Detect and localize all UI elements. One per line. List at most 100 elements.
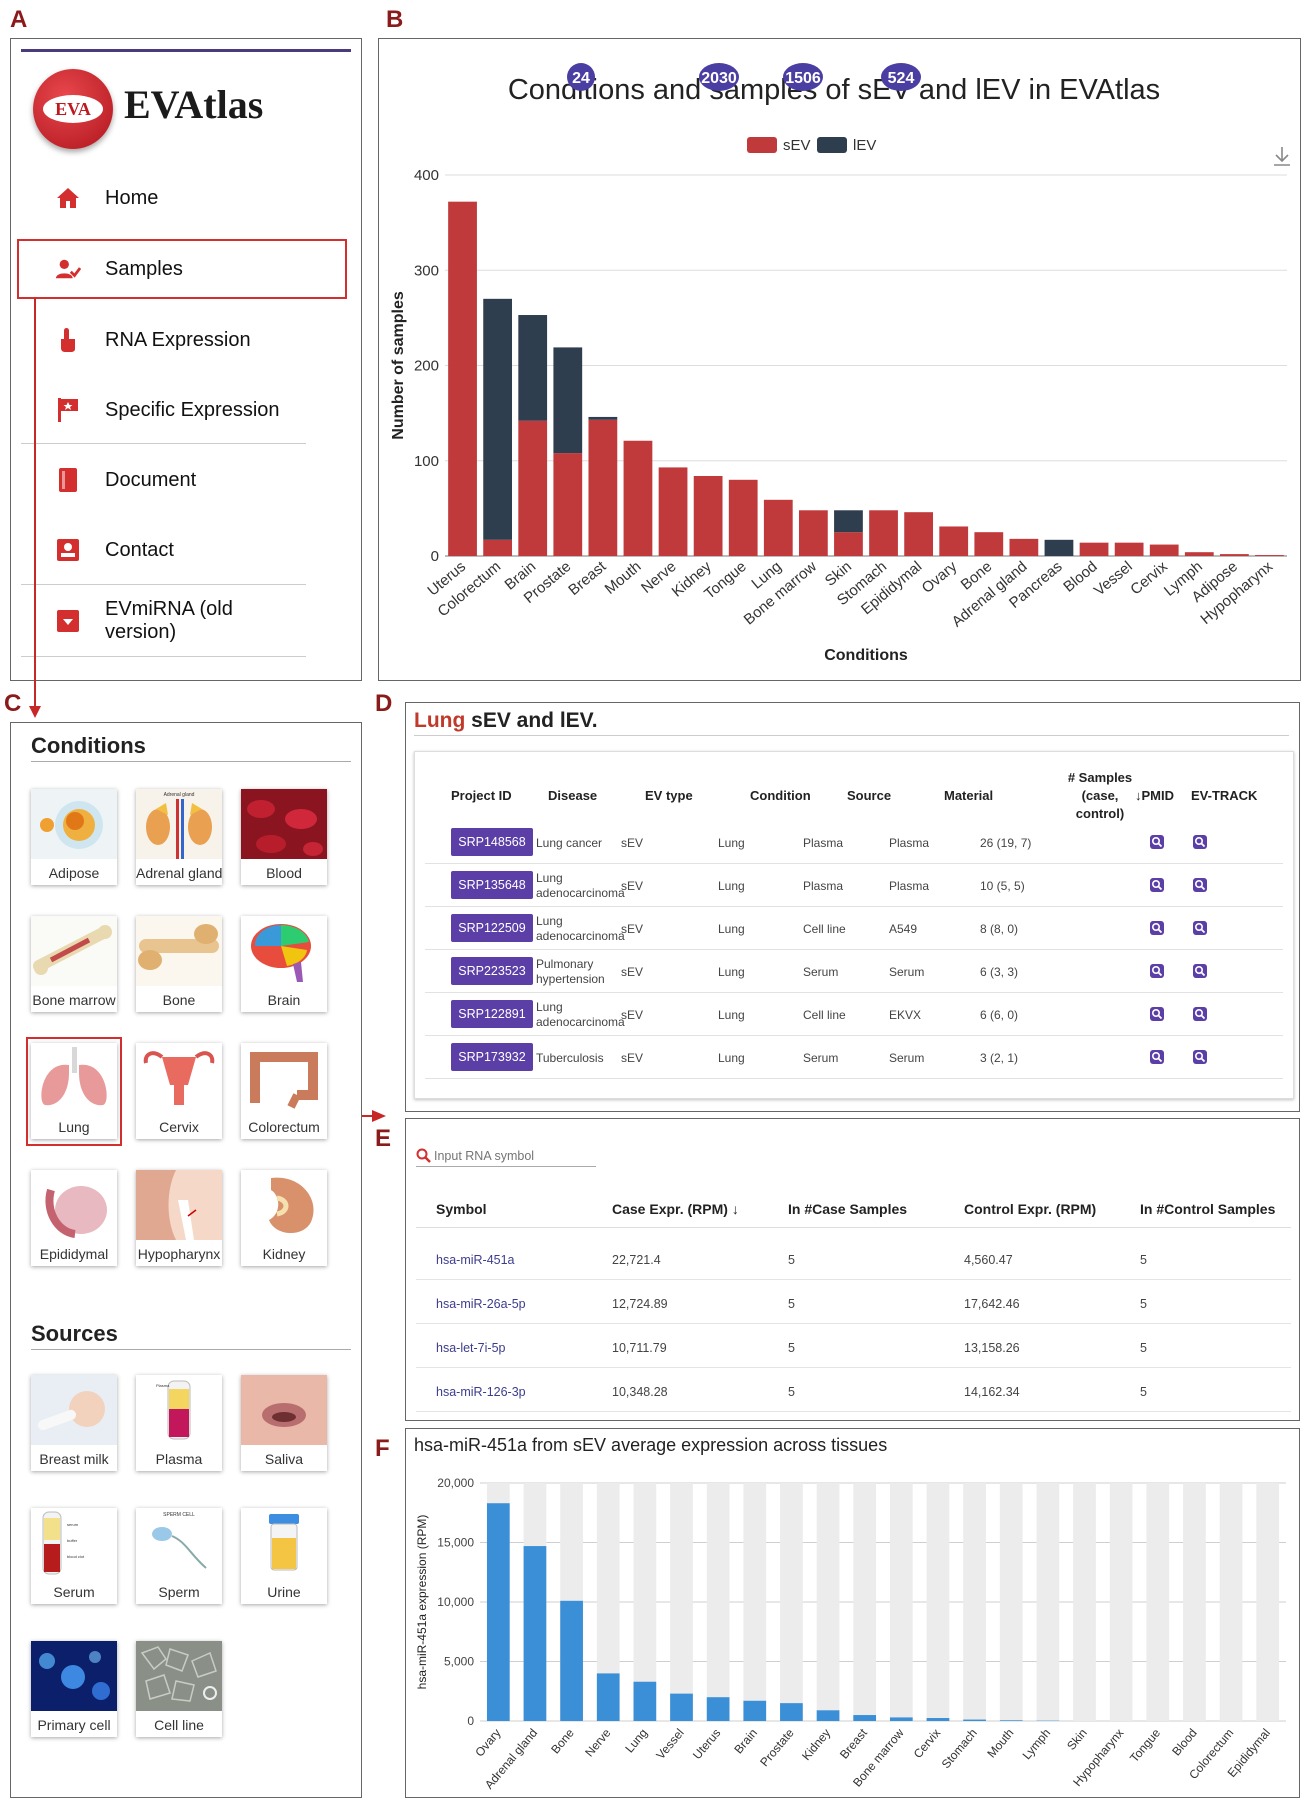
control-samples-cell: 5 [1140, 1385, 1147, 1399]
bar-background [743, 1483, 767, 1721]
source-cell: Plasma [803, 836, 844, 850]
evtrack-lookup-icon[interactable] [1193, 1007, 1207, 1021]
bar-sev [623, 440, 653, 556]
col-project-id[interactable]: Project ID [451, 788, 512, 803]
bar-sev [939, 526, 969, 556]
rna-search-input[interactable] [434, 1146, 594, 1166]
evtrack-lookup-icon[interactable] [1193, 835, 1207, 849]
y-tick-label: 5,000 [444, 1655, 474, 1669]
eva-logo[interactable]: EVA [33, 69, 113, 149]
evtrack-lookup-icon[interactable] [1193, 1050, 1207, 1064]
col-control-expr[interactable]: Control Expr. (RPM) [964, 1201, 1097, 1217]
condition-label: Adrenal gland [136, 865, 222, 881]
source-cell: Plasma [803, 879, 844, 893]
nav-evmirna-old[interactable]: EVmiRNA (old version) [21, 592, 306, 650]
col-ev-track[interactable]: EV-TRACK [1191, 788, 1258, 803]
evtrack-lookup-icon[interactable] [1193, 878, 1207, 892]
col-pmid[interactable]: ↓PMID [1135, 788, 1174, 803]
pmid-lookup-icon[interactable] [1150, 1050, 1164, 1064]
condition-tile-adipose[interactable]: Adipose [31, 789, 117, 885]
source-tile-breast-milk[interactable]: Breast milk [31, 1375, 117, 1471]
project-id-button[interactable]: SRP122509 [451, 914, 533, 942]
source-tile-primary-cell[interactable]: Primary cell [31, 1641, 117, 1737]
rna-symbol-link[interactable]: hsa-let-7i-5p [436, 1341, 506, 1355]
nav-rna-expression[interactable]: RNA Expression [21, 311, 306, 369]
tissue-expression-chart: 0 5,000 10,000 15,000 20,000 hsa-miR-451a exp… [415, 1476, 1286, 1792]
pmid-lookup-icon[interactable] [1150, 964, 1164, 978]
bar-sev [798, 510, 828, 556]
source-tile-cell-line[interactable]: Cell line [136, 1641, 222, 1737]
condition-cell: Lung [718, 1051, 745, 1065]
project-id-button[interactable]: SRP135648 [451, 871, 533, 899]
source-tile-serum[interactable]: serum buffer blood clot Serum [31, 1508, 117, 1604]
x-tick-label: Nerve [582, 1726, 614, 1760]
bar-sev [518, 420, 548, 556]
bar-background [1109, 1483, 1133, 1721]
project-id-button[interactable]: SRP173932 [451, 1043, 533, 1071]
rna-symbol-link[interactable]: hsa-miR-26a-5p [436, 1297, 526, 1311]
rna-search-box[interactable] [416, 1145, 596, 1167]
lung-projects-title: Lung sEV and lEV. [414, 709, 598, 733]
col-condition[interactable]: Condition [750, 788, 811, 803]
pmid-lookup-icon[interactable] [1150, 835, 1164, 849]
col-source[interactable]: Source [847, 788, 892, 803]
bar-background [816, 1483, 840, 1721]
ev-type-cell: sEV [621, 922, 644, 936]
pmid-lookup-icon[interactable] [1150, 1007, 1164, 1021]
case-samples-cell: 5 [788, 1253, 795, 1267]
bar-expression [889, 1717, 913, 1721]
nav-home[interactable]: Home [21, 169, 306, 227]
evtrack-lookup-icon[interactable] [1193, 964, 1207, 978]
condition-tile-cervix[interactable]: Cervix [136, 1043, 222, 1139]
brand-name[interactable]: EVAtlas [124, 82, 264, 127]
project-id-button[interactable]: SRP148568 [451, 828, 533, 856]
condition-tile-hypopharynx[interactable]: Hypopharynx [136, 1170, 222, 1266]
source-cell: Cell line [803, 922, 846, 936]
source-tile-plasma[interactable]: Plasma Plasma [136, 1375, 222, 1471]
samples-chart-panel: Conditions and samples of sEV and lEV in… [378, 38, 1301, 681]
condition-tile-brain[interactable]: Brain [241, 916, 327, 1012]
col-control-samples[interactable]: In #Control Samples [1140, 1201, 1276, 1217]
condition-tile-epididymal[interactable]: Epididymal [31, 1170, 117, 1266]
pmid-lookup-icon[interactable] [1150, 878, 1164, 892]
source-tile-saliva[interactable]: Saliva [241, 1375, 327, 1471]
evtrack-lookup-icon[interactable] [1193, 921, 1207, 935]
control-samples-cell: 5 [1140, 1297, 1147, 1311]
bar-expression [853, 1715, 877, 1721]
control-expr-cell: 14,162.34 [964, 1385, 1020, 1399]
col-samples[interactable]: # Samples [1067, 770, 1133, 785]
nav-samples[interactable]: Samples [21, 240, 306, 298]
nav-contact[interactable]: Contact [21, 521, 306, 579]
panel-letter-d: D [375, 690, 393, 717]
count-badge [567, 63, 595, 91]
condition-tile-colorectum[interactable]: Colorectum [241, 1043, 327, 1139]
rna-symbol-link[interactable]: hsa-miR-451a [436, 1253, 515, 1267]
disease-cell-line2: hypertension [536, 972, 605, 986]
count-badge [783, 63, 823, 91]
col-material[interactable]: Material [944, 788, 994, 803]
source-tile-urine[interactable]: Urine [241, 1508, 327, 1604]
condition-tile-blood[interactable]: Blood [241, 789, 327, 885]
col-ev-type[interactable]: EV type [645, 788, 693, 803]
col-case-samples[interactable]: In #Case Samples [788, 1201, 908, 1217]
row-divider [416, 1367, 1291, 1368]
pmid-lookup-icon[interactable] [1150, 921, 1164, 935]
rna-symbol-link[interactable]: hsa-miR-126-3p [436, 1385, 526, 1399]
source-tile-sperm[interactable]: SPERM CELL Sperm [136, 1508, 222, 1604]
col-symbol[interactable]: Symbol [436, 1201, 487, 1217]
col-case-expr[interactable]: Case Expr. (RPM) ↓ [612, 1201, 739, 1217]
condition-tile-kidney[interactable]: Kidney [241, 1170, 327, 1266]
control-samples-cell: 5 [1140, 1253, 1147, 1267]
chart-title: Conditions and samples of sEV and lEV in… [508, 74, 1160, 106]
condition-tile-lung[interactable]: Lung [31, 1043, 117, 1139]
project-id-button[interactable]: SRP223523 [451, 957, 533, 985]
nav-specific-expression[interactable]: Specific Expression [21, 381, 306, 439]
col-disease[interactable]: Disease [548, 788, 598, 803]
nav-document[interactable]: Document [21, 451, 306, 509]
project-id-button[interactable]: SRP122891 [451, 1000, 533, 1028]
col-samples-line3: control) [1075, 806, 1125, 821]
condition-tile-adrenal-gland[interactable]: Adrenal gland Adrenal gland [136, 789, 222, 885]
condition-tile-bone-marrow[interactable]: Bone marrow [31, 916, 117, 1012]
samples-cell: 8 (8, 0) [980, 922, 1019, 936]
condition-tile-bone[interactable]: Bone [136, 916, 222, 1012]
